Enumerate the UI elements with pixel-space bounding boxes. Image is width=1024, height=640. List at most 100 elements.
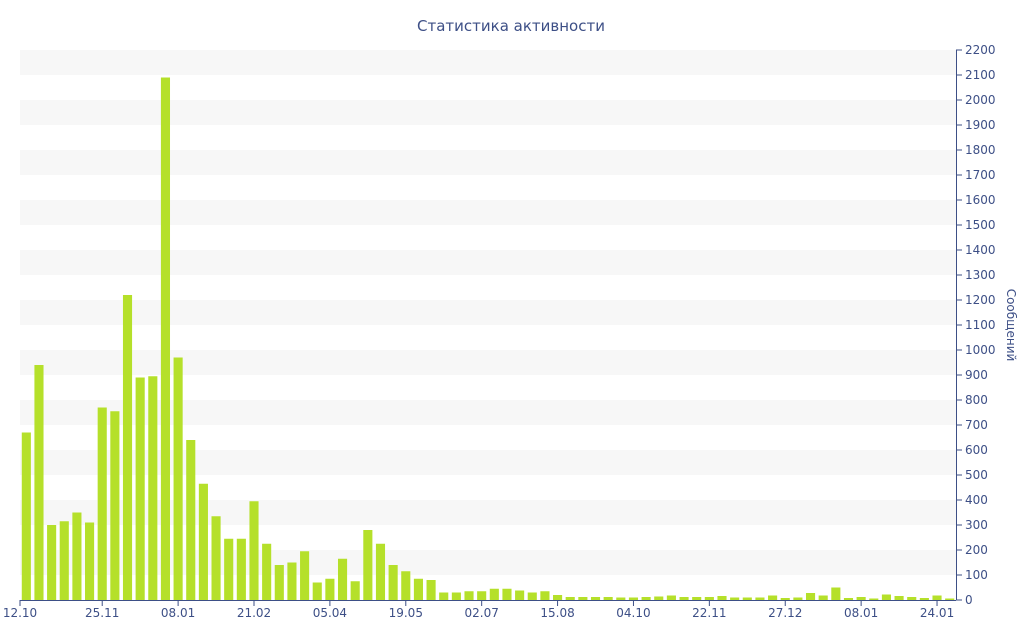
bar (426, 580, 436, 600)
bar (312, 582, 322, 600)
bar (818, 595, 828, 600)
bar (262, 543, 272, 600)
bar (173, 357, 183, 600)
bar (553, 595, 563, 600)
y-tick-label: 500 (965, 468, 988, 482)
grid-band (20, 350, 956, 375)
bar (616, 597, 626, 600)
grid-band (20, 450, 956, 475)
bar (160, 77, 171, 600)
bar (780, 598, 790, 600)
x-tick-label: 22.11 (692, 606, 726, 620)
y-tick-label: 100 (965, 568, 988, 582)
grid-band (20, 400, 956, 425)
bar (85, 522, 95, 600)
bar (287, 562, 297, 600)
bar (464, 591, 474, 600)
bar (72, 512, 82, 600)
y-tick-label: 2200 (965, 43, 996, 57)
grid-band (20, 50, 956, 75)
bar (679, 597, 689, 600)
grid-band (20, 550, 956, 575)
bar (894, 596, 904, 600)
y-tick-label: 1000 (965, 343, 996, 357)
bar (236, 538, 246, 600)
bar (919, 598, 929, 600)
bar (654, 596, 664, 600)
bar (869, 598, 879, 600)
bar (211, 516, 221, 600)
x-tick-label: 08.01 (161, 606, 195, 620)
bar (249, 501, 259, 600)
bar (843, 598, 854, 600)
bar (59, 521, 69, 600)
y-tick-label: 1300 (965, 268, 996, 282)
bar (704, 597, 714, 600)
y-tick-label: 300 (965, 518, 988, 532)
bar (274, 565, 284, 600)
y-tick-label: 2100 (965, 68, 996, 82)
y-tick-label: 1900 (965, 118, 996, 132)
chart-title: Статистика активности (417, 17, 605, 35)
y-tick-label: 400 (965, 493, 988, 507)
grid-band (20, 250, 956, 275)
x-tick-label: 25.11 (85, 606, 119, 620)
bar (198, 483, 208, 600)
bar (413, 578, 423, 600)
bar (337, 558, 348, 600)
y-tick-label: 1800 (965, 143, 996, 157)
bar (628, 597, 639, 600)
bar (489, 588, 499, 600)
y-axis-label: Сообщений (1004, 289, 1018, 362)
bar (742, 597, 752, 600)
bar (515, 590, 525, 600)
x-tick-label: 21.02 (237, 606, 271, 620)
x-tick-label: 15.08 (540, 606, 574, 620)
grid-band (20, 500, 956, 525)
bar (717, 596, 727, 600)
y-tick-label: 1200 (965, 293, 996, 307)
bar (932, 595, 942, 600)
y-axis-ticks: 0 100 200 300 400 500 600 700 800 900 1000 1100 1200… (956, 43, 996, 607)
bar (945, 598, 955, 600)
x-axis-ticks: 12.10 25.11 08.01 21.02 05.04 19.05 02.07 15.08… (3, 600, 954, 620)
bar-series (21, 77, 955, 600)
bar (224, 538, 234, 600)
bar (477, 591, 487, 600)
y-tick-label: 700 (965, 418, 988, 432)
y-tick-label: 1100 (965, 318, 996, 332)
x-tick-label: 19.05 (389, 606, 423, 620)
x-tick-label: 27.12 (768, 606, 802, 620)
bar (502, 588, 512, 600)
bar (363, 530, 373, 600)
y-tick-label: 900 (965, 368, 988, 382)
bar (540, 591, 550, 600)
bar (856, 597, 866, 600)
grid-band (20, 100, 956, 125)
bar (21, 432, 31, 600)
bar (768, 595, 778, 600)
bar (110, 411, 120, 600)
y-tick-label: 1700 (965, 168, 996, 182)
x-tick-label: 24.01 (920, 606, 954, 620)
y-tick-label: 800 (965, 393, 988, 407)
grid-bands (20, 50, 956, 575)
grid-band (20, 300, 956, 325)
bar (439, 592, 449, 600)
y-tick-label: 0 (965, 593, 973, 607)
bar (388, 565, 398, 600)
bar (135, 377, 145, 600)
bar (881, 594, 891, 600)
bar (692, 597, 702, 600)
bar (350, 581, 360, 600)
bar (34, 365, 44, 600)
bar (148, 376, 158, 600)
bar (375, 543, 386, 600)
bar (401, 571, 411, 600)
bar (590, 597, 601, 600)
x-tick-label: 05.04 (313, 606, 347, 620)
bar (666, 595, 676, 600)
bar (565, 597, 575, 600)
